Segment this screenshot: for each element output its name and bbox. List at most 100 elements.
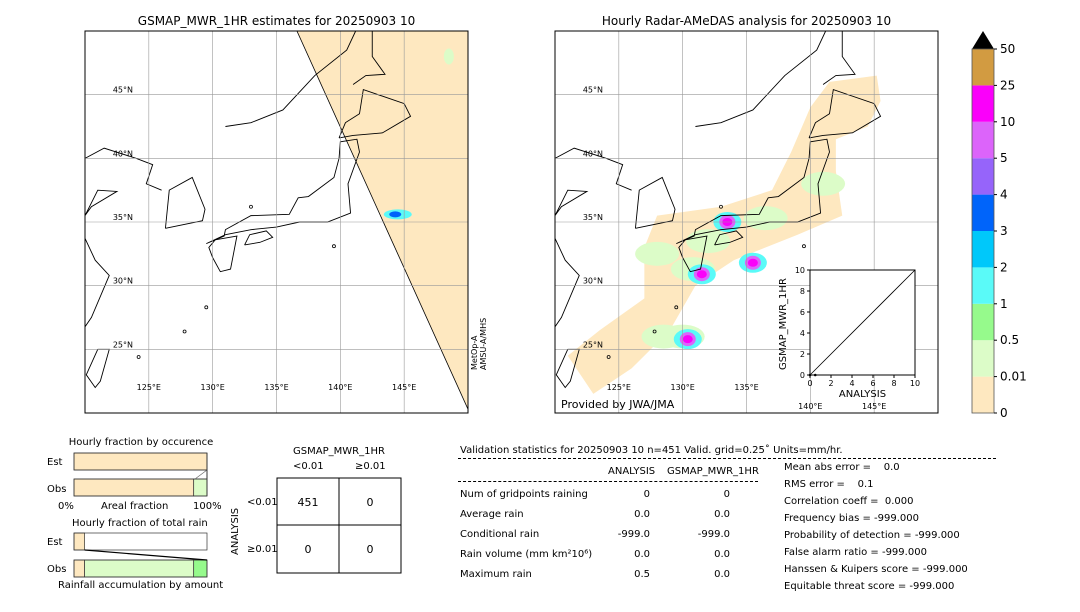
stats-col-analysis: ANALYSIS <box>608 466 656 477</box>
stats-row-analysis: -999.0 <box>617 529 650 540</box>
map-body <box>85 31 468 413</box>
scatter-ytick-label: 6 <box>800 308 805 317</box>
coastline <box>352 31 386 85</box>
island <box>204 305 209 310</box>
rain-est-label: Est <box>47 537 63 548</box>
colorbar-segment <box>972 267 994 304</box>
contingency-col-0: <0.01 <box>293 461 324 472</box>
island <box>249 204 253 209</box>
coastline <box>206 138 360 245</box>
scatter-ytick-label: 8 <box>800 287 805 296</box>
island <box>719 204 723 209</box>
lat-tick-label: 40°N <box>113 149 133 158</box>
lat-tick-label: 45°N <box>583 86 603 95</box>
lat-tick-label: 25°N <box>583 340 603 349</box>
score-line: Hanssen & Kuipers score = -999.000 <box>784 564 968 575</box>
rain-cell <box>682 335 693 344</box>
lon-tick-label: 130°E <box>671 383 695 392</box>
rain-cell <box>389 211 402 218</box>
map-body <box>555 31 938 413</box>
bar-segment <box>73 452 208 471</box>
lon-tick-label: 125°E <box>607 383 631 392</box>
lat-tick-label: 45°N <box>113 86 133 95</box>
island <box>332 244 336 249</box>
bar-segment <box>73 478 195 497</box>
occ-est-label: Est <box>47 457 63 468</box>
stats-divider <box>458 458 996 459</box>
colorbar-segment <box>972 158 994 195</box>
island <box>652 329 657 334</box>
map-frame <box>554 30 939 414</box>
contingency-row-0: <0.01 <box>247 497 278 508</box>
rain-cell <box>443 48 454 65</box>
colorbar-label: 25 <box>1000 78 1015 92</box>
scatter-ytick-label: 10 <box>795 266 805 275</box>
stats-row-analysis: 0.0 <box>634 549 650 560</box>
cell-0-1: 0 <box>366 496 374 509</box>
score-line: Frequency bias = -999.000 <box>784 513 919 524</box>
coastline <box>244 230 274 246</box>
rain-area <box>635 241 680 266</box>
stats-header: Validation statistics for 20250903 10 n=… <box>460 445 843 456</box>
stats-row-analysis: 0.5 <box>634 569 650 580</box>
right-map-title: Hourly Radar-AMeDAS analysis for 2025090… <box>601 14 892 28</box>
scatter-xtick-label: 6 <box>870 379 875 388</box>
coastline <box>695 31 827 127</box>
colorbar-segment <box>972 340 994 377</box>
score-line: Correlation coeff = 0.000 <box>784 496 914 507</box>
colorbar-label: 1 <box>1000 297 1008 311</box>
scatter-xtick-label: 2 <box>828 379 833 388</box>
stats-row-analysis: 0.0 <box>634 509 650 520</box>
bar-segment <box>193 478 208 497</box>
lon-tick-label: 140°E <box>798 402 822 411</box>
coastline <box>714 230 744 246</box>
stats-row-label: Conditional rain <box>460 529 540 540</box>
coastline <box>555 189 589 413</box>
cell-1-1: 0 <box>366 543 374 556</box>
occ-xtick-0: 0% <box>58 501 74 512</box>
colorbar-segment <box>972 194 994 231</box>
coastline <box>164 176 206 229</box>
occ-obs-label: Obs <box>47 484 67 495</box>
scatter-point <box>813 373 817 377</box>
contingency-row-label: ANALYSIS <box>230 507 241 555</box>
colorbar-label: 5 <box>1000 151 1008 165</box>
scatter-xtick-label: 8 <box>891 379 896 388</box>
scatter-xtick-label: 10 <box>910 379 920 388</box>
lat-tick-label: 35°N <box>583 213 603 222</box>
island <box>606 355 611 359</box>
rain-area <box>743 206 788 231</box>
diagonal-line <box>809 269 916 376</box>
lat-tick-label: 40°N <box>583 149 603 158</box>
bar-frame <box>73 559 208 578</box>
left-map-title: GSMAP_MWR_1HR estimates for 20250903 10 <box>137 14 416 28</box>
contingency-title: GSMAP_MWR_1HR <box>293 446 385 457</box>
lon-tick-label: 145°E <box>392 383 416 392</box>
coastline <box>225 31 357 127</box>
occ-xtick-100: 100% <box>193 501 222 512</box>
colorbar-label: 0 <box>1000 406 1008 420</box>
stats-row-gsmap: 0.0 <box>714 549 730 560</box>
connector-line <box>194 469 208 480</box>
cell-1-0: 0 <box>304 543 312 556</box>
map-0 <box>84 30 469 414</box>
scatter-ytick-label: 0 <box>800 371 805 380</box>
colorbar-label: 3 <box>1000 224 1008 238</box>
rain-obs-label: Obs <box>47 564 67 575</box>
stats-row-gsmap: 0.0 <box>714 509 730 520</box>
coastline <box>85 348 110 389</box>
bar-segment <box>73 532 85 551</box>
connector-line <box>84 549 208 561</box>
stats-row-label: Maximum rain <box>460 569 532 580</box>
scatter-ytick-label: 4 <box>800 329 805 338</box>
rain-area <box>801 171 846 196</box>
scatter-ytick-label: 2 <box>800 350 805 359</box>
lon-tick-label: 145°E <box>862 402 886 411</box>
colorbar-segment <box>972 376 994 413</box>
rain-xlabel: Rainfall accumulation by amount <box>58 580 224 591</box>
lat-tick-label: 30°N <box>583 277 603 286</box>
colorbar-label: 0.01 <box>1000 370 1027 384</box>
colorbar-label: 0.5 <box>1000 333 1019 347</box>
scatter-xtick-label: 0 <box>807 379 812 388</box>
rain-area <box>686 229 731 254</box>
